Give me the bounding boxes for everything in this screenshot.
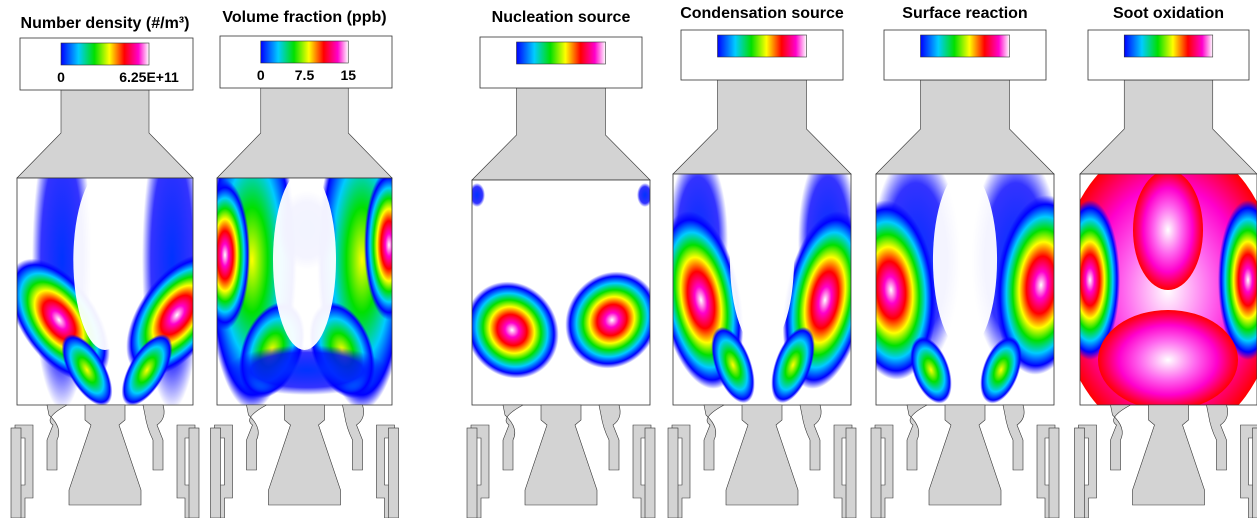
panel-title: Condensation source — [680, 5, 844, 22]
panel-title: Nucleation source — [492, 9, 631, 26]
nozzle — [876, 80, 1054, 174]
nozzle — [673, 80, 851, 174]
colorbar-label: 0 — [257, 67, 265, 83]
burner-center — [69, 405, 141, 505]
burner-hook — [1111, 405, 1131, 470]
burner-center — [1133, 405, 1205, 505]
burner-hook — [247, 405, 267, 470]
burner-side — [189, 428, 199, 518]
burner-hook — [143, 405, 164, 470]
nozzle — [217, 88, 392, 178]
burner-hook — [503, 405, 523, 470]
burner-hook — [800, 405, 821, 470]
colorbar — [61, 43, 149, 65]
colorbar — [517, 42, 606, 64]
burner-center — [269, 405, 341, 505]
burner-side — [871, 428, 881, 518]
panel: Surface reaction — [838, 5, 1093, 518]
burner-hook — [1207, 405, 1228, 470]
panel-title: Soot oxidation — [1113, 5, 1224, 22]
burner-hook — [704, 405, 724, 470]
colorbar-label: 7.5 — [295, 67, 315, 83]
burner-hook — [47, 405, 67, 470]
nozzle — [1080, 80, 1257, 174]
nozzle — [17, 90, 193, 178]
burner-hook — [599, 405, 620, 470]
core — [273, 170, 336, 350]
contour — [364, 170, 414, 320]
burner-side — [11, 428, 21, 518]
burner-side — [1075, 428, 1085, 518]
burner-side — [645, 428, 655, 518]
burner-center — [726, 405, 798, 505]
contour — [1098, 310, 1238, 410]
burner-hook — [907, 405, 927, 470]
panel-title: Number density (#/m³) — [21, 15, 190, 32]
nozzle — [472, 88, 650, 180]
core — [933, 170, 997, 350]
colorbar-label: 0 — [57, 69, 65, 85]
contour — [200, 180, 250, 330]
burner-center — [525, 405, 597, 505]
colorbar — [718, 35, 807, 57]
burner-hook — [1003, 405, 1024, 470]
burner-side — [846, 428, 856, 518]
colorbar — [921, 35, 1010, 57]
contour — [1133, 170, 1203, 290]
burner-side — [1253, 428, 1257, 518]
core — [73, 170, 136, 350]
panel: Condensation source — [646, 5, 880, 518]
panel: Nucleation source — [446, 9, 677, 518]
burner-hook — [343, 405, 364, 470]
panel: Soot oxidation — [1058, 5, 1257, 518]
figure: Number density (#/m³) 0 6.25E+11 Volume fra… — [0, 0, 1257, 518]
contour — [469, 183, 485, 207]
burner-center — [929, 405, 1001, 505]
colorbar — [261, 41, 349, 63]
panel-title: Volume fraction (ppb) — [222, 9, 386, 26]
burner-side — [467, 428, 477, 518]
colorbar — [1124, 35, 1213, 57]
burner-side — [1049, 428, 1059, 518]
burner-side — [211, 428, 221, 518]
burner-side — [389, 428, 399, 518]
burner-side — [668, 428, 678, 518]
panel: Volume fraction (ppb) 0 7.5 15 — [200, 9, 414, 518]
colorbar-label: 6.25E+11 — [119, 69, 179, 85]
panel-title: Surface reaction — [902, 5, 1027, 22]
contour — [227, 345, 387, 395]
contour — [637, 183, 653, 207]
core — [730, 170, 794, 350]
colorbar-label: 15 — [340, 67, 356, 83]
